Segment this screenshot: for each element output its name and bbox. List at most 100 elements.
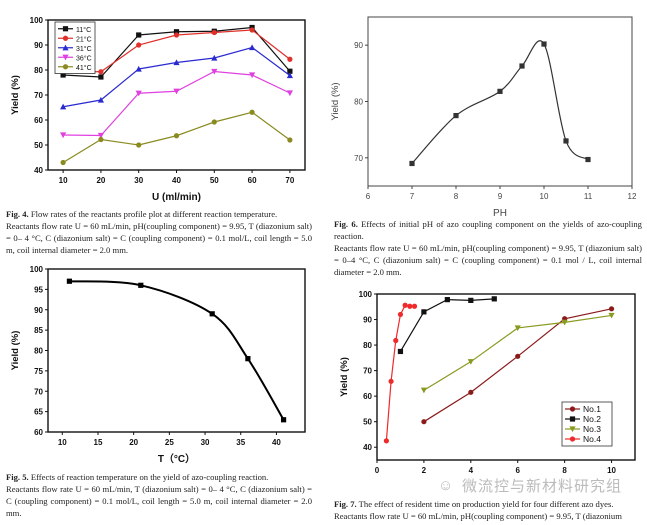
data-point — [62, 26, 69, 32]
data-point — [66, 278, 73, 284]
data-point — [569, 436, 576, 442]
caption-fig5: Fig. 5. Effects of reaction temperature … — [6, 471, 312, 519]
data-point — [519, 63, 525, 69]
data-point — [211, 68, 218, 75]
data-point — [569, 416, 576, 422]
caption-title: Effects of initial pH of azo coupling co… — [334, 219, 642, 241]
plot-frame — [47, 268, 306, 433]
x-tick-label: 10 — [607, 466, 616, 475]
x-tick-label: 70 — [285, 176, 294, 185]
x-tick-label: 6 — [516, 466, 521, 475]
data-point — [467, 359, 474, 365]
caption-title: Effects of reaction temperature on the y… — [28, 472, 269, 482]
caption-body: Reactants flow rate U = 60 mL/min, pH(co… — [334, 511, 622, 521]
data-point — [280, 417, 287, 423]
data-point — [468, 389, 474, 395]
y-tick-label: 60 — [34, 428, 43, 437]
x-tick-label: 7 — [410, 192, 415, 201]
data-point — [98, 69, 104, 75]
chart-fig6: 6 7 8 9 10 11 12 70 80 90 PH Yield (%) — [330, 16, 637, 219]
x-tick-label: 8 — [454, 192, 459, 201]
data-point — [136, 142, 142, 148]
data-point — [541, 41, 547, 47]
plot-frame — [376, 293, 636, 461]
data-point — [585, 156, 591, 163]
data-point — [173, 32, 180, 38]
data-point — [287, 137, 293, 143]
y-tick-label: 100 — [30, 16, 44, 25]
data-point — [98, 136, 104, 143]
caption-fig7: Fig. 7. The effect of resident time on p… — [334, 498, 642, 522]
legend-label: 31°C — [76, 45, 92, 53]
data-point — [135, 90, 142, 97]
data-point — [62, 35, 69, 41]
plot-frame — [367, 16, 633, 187]
legend-label: No.4 — [583, 434, 601, 444]
x-axis-label: U (ml/min) — [152, 192, 201, 203]
y-tick-label: 95 — [34, 285, 43, 294]
x-tick-label: 9 — [498, 192, 503, 201]
y-tick-label: 50 — [363, 418, 372, 427]
x-tick-label: 50 — [210, 176, 219, 185]
data-point — [60, 132, 67, 139]
data-point — [287, 56, 293, 62]
data-point — [97, 96, 105, 103]
y-tick-label: 90 — [363, 316, 372, 325]
x-tick-label: 30 — [201, 438, 210, 447]
caption-fig6: Fig. 6. Effects of initial pH of azo cou… — [334, 218, 642, 278]
data-point — [211, 54, 218, 61]
data-point — [402, 302, 408, 308]
data-point — [569, 426, 576, 433]
y-axis-label: Yield (%) — [10, 75, 21, 115]
data-point — [135, 65, 142, 72]
y-tick-label: 60 — [363, 392, 372, 401]
y-tick-label: 40 — [34, 166, 43, 175]
x-tick-label: 10 — [59, 176, 68, 185]
data-point — [138, 282, 144, 288]
series-line — [411, 40, 589, 164]
x-axis-label: PH — [493, 208, 507, 219]
legend-label: 21°C — [76, 35, 92, 43]
data-point — [563, 138, 569, 144]
data-point — [173, 29, 180, 35]
caption-fig4: Fig. 4. Flow rates of the reactants prof… — [6, 208, 312, 256]
data-point — [409, 160, 415, 167]
data-point — [98, 74, 104, 80]
caption-label: Fig. 5. — [6, 472, 29, 482]
data-point — [497, 88, 503, 94]
data-point — [62, 54, 69, 61]
legend-label: 41°C — [76, 64, 92, 72]
data-point — [444, 297, 450, 303]
data-point — [569, 406, 576, 412]
y-axis-label: Yield (%) — [330, 82, 341, 120]
series-36°C — [60, 68, 293, 139]
data-point — [62, 64, 69, 70]
y-tick-label: 50 — [34, 141, 43, 150]
data-point — [136, 32, 142, 38]
data-point — [248, 44, 256, 51]
y-tick-label: 70 — [34, 91, 43, 100]
data-point — [136, 42, 142, 48]
series-line — [385, 304, 415, 441]
y-tick-label: 65 — [34, 408, 43, 417]
x-tick-label: 2 — [422, 466, 427, 475]
data-point — [245, 356, 251, 362]
data-point — [60, 159, 66, 166]
legend-label: 11°C — [76, 26, 91, 34]
y-tick-label: 90 — [354, 41, 363, 50]
x-tick-label: 40 — [272, 438, 281, 447]
data-point — [411, 303, 418, 309]
data-point — [173, 59, 180, 66]
series-line — [63, 70, 291, 137]
data-point — [407, 303, 413, 309]
data-point — [383, 438, 389, 444]
y-tick-label: 100 — [30, 265, 44, 274]
y-tick-label: 75 — [34, 367, 43, 376]
x-tick-label: 15 — [94, 438, 103, 447]
data-point — [608, 312, 615, 319]
data-point — [209, 311, 215, 317]
data-point — [421, 419, 427, 425]
y-tick-label: 70 — [363, 367, 372, 376]
data-point — [97, 132, 105, 139]
